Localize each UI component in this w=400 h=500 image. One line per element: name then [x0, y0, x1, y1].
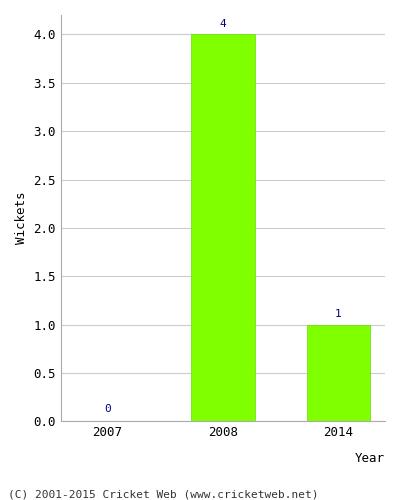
- Bar: [307, 324, 370, 422]
- Text: 0: 0: [104, 404, 111, 413]
- Text: (C) 2001-2015 Cricket Web (www.cricketweb.net): (C) 2001-2015 Cricket Web (www.cricketwe…: [8, 490, 318, 500]
- Text: 1: 1: [335, 309, 342, 319]
- Text: 4: 4: [220, 18, 226, 28]
- Text: Year: Year: [355, 452, 385, 465]
- Bar: [191, 34, 255, 422]
- Y-axis label: Wickets: Wickets: [15, 192, 28, 244]
